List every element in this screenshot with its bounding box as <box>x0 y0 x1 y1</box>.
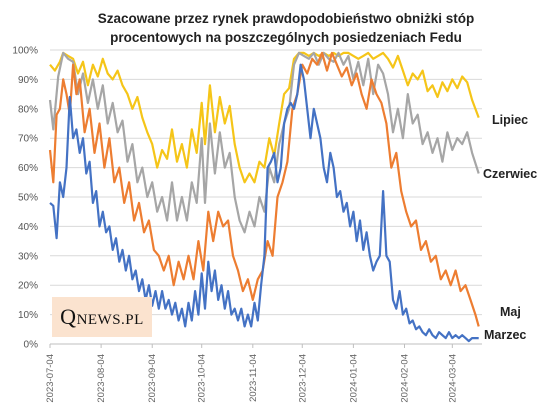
y-tick-label: 10% <box>18 310 38 321</box>
x-tick-label: 2023-12-04 <box>297 354 308 403</box>
x-tick-label: 2023-08-04 <box>96 354 107 403</box>
y-tick-label: 60% <box>18 163 38 174</box>
series-labels: Lipiec Czerwiec Maj Marzec <box>483 113 537 342</box>
series-line-czerwiec <box>48 51 480 234</box>
y-tick-label: 80% <box>18 104 38 115</box>
y-tick-label: 20% <box>18 281 38 292</box>
series-label-marzec: Marzec <box>484 328 526 342</box>
chart-title-line-2: procentowych na poszczególnych posiedzen… <box>110 30 462 45</box>
series-label-czerwiec: Czerwiec <box>483 167 537 181</box>
series-line-lipiec <box>49 51 480 184</box>
x-tick-label: 2023-10-04 <box>197 354 208 403</box>
chart-title: Szacowane przez rynek prawdopodobieństwo… <box>98 11 475 45</box>
y-tick-label: 0% <box>24 340 39 351</box>
series-lines <box>48 51 480 343</box>
x-tick-label: 2024-01-04 <box>348 354 359 403</box>
y-tick-label: 70% <box>18 134 38 145</box>
y-tick-label: 50% <box>18 193 38 204</box>
series-label-maj: Maj <box>500 305 521 319</box>
logo-q: Q <box>60 304 77 329</box>
series-label-lipiec: Lipiec <box>492 113 528 127</box>
y-axis-tick-labels: 0% 10% 20% 30% 40% 50% 60% 70% 80% 90% 100% <box>12 46 38 351</box>
x-tick-label: 2024-02-04 <box>400 354 411 403</box>
x-tick-label: 2023-09-04 <box>147 354 158 403</box>
series-line-marzec <box>49 63 479 343</box>
qnews-logo: QNEWS.PL <box>52 297 152 337</box>
x-axis-tick-labels: 2023-07-04 2023-08-04 2023-09-04 2023-10-04… <box>45 344 458 403</box>
y-tick-label: 100% <box>12 46 38 57</box>
x-tick-label: 2024-03-04 <box>447 354 458 403</box>
chart-title-line-1: Szacowane przez rynek prawdopodobieństwo… <box>98 11 475 26</box>
x-tick-label: 2023-11-04 <box>248 354 259 402</box>
x-tick-label: 2023-07-04 <box>45 354 56 403</box>
y-tick-label: 40% <box>18 222 38 233</box>
y-tick-label: 90% <box>18 75 38 86</box>
y-tick-label: 30% <box>18 251 38 262</box>
series-line-maj <box>48 51 480 327</box>
logo-rest: NEWS.PL <box>76 312 144 328</box>
